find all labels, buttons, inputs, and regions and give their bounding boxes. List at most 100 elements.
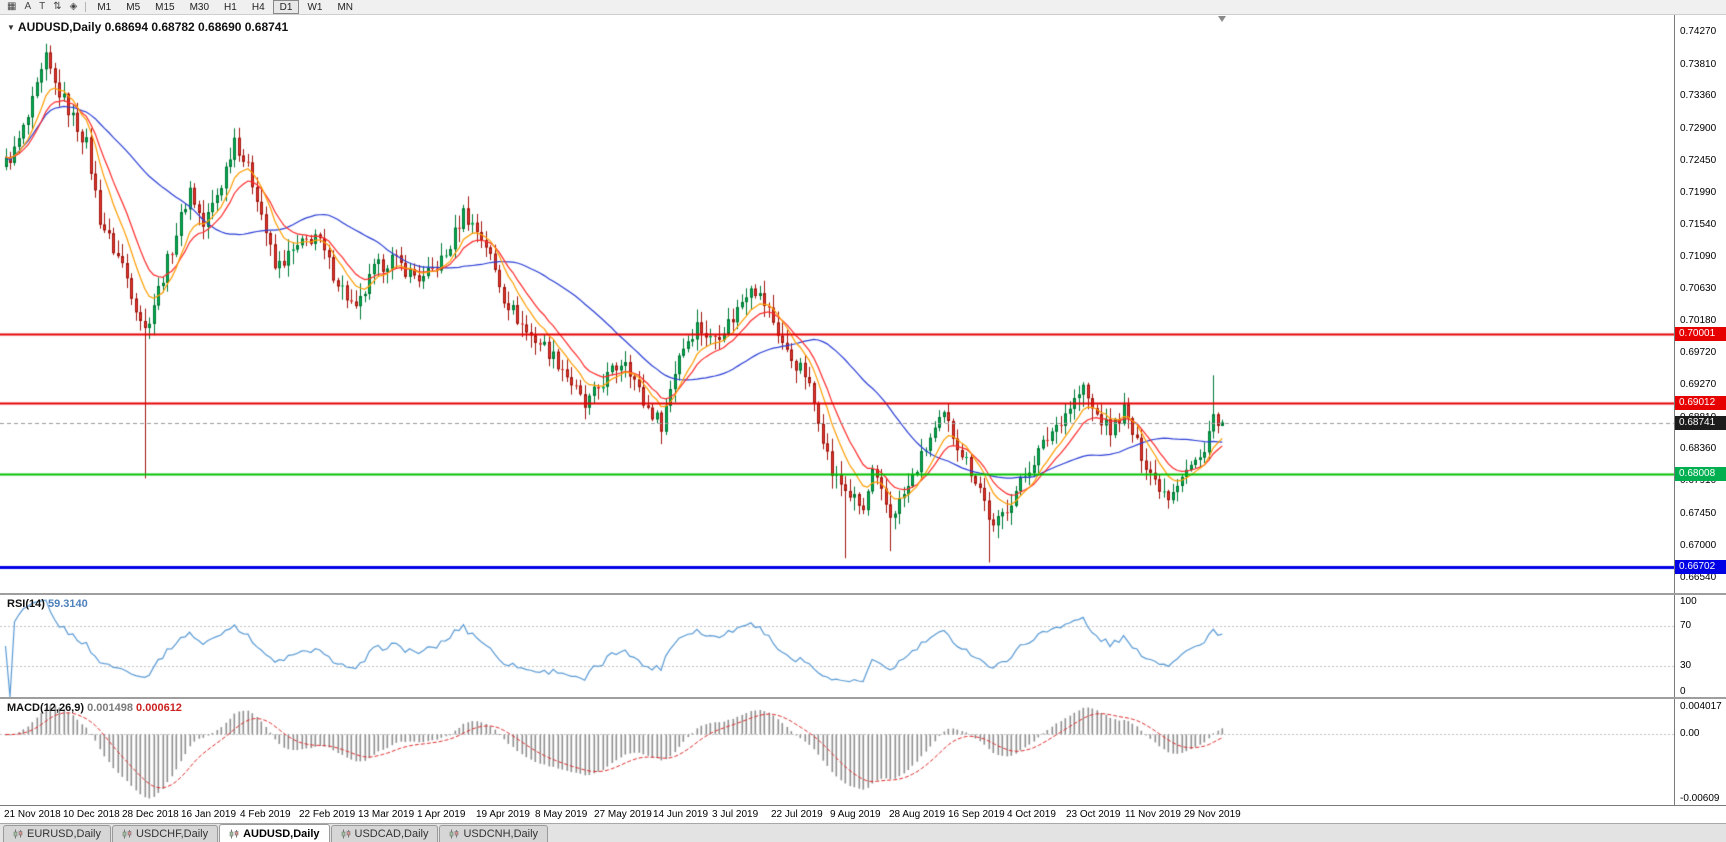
date-tick-label: 4 Oct 2019 — [1007, 809, 1056, 820]
date-tick-label: 22 Jul 2019 — [771, 809, 823, 820]
rsi-name: RSI(14) — [7, 598, 45, 610]
macd-subwindow[interactable] — [0, 699, 1674, 805]
axis-label: 0.004017 — [1680, 701, 1722, 712]
date-tick-label: 16 Jan 2019 — [181, 809, 237, 820]
date-tick-label: 23 Oct 2019 — [1066, 809, 1121, 820]
arrow-tool-button[interactable]: A — [24, 1, 32, 12]
timeframe-button-mn[interactable]: MN — [337, 2, 353, 13]
price-line-label: 0.68741 — [1675, 415, 1726, 430]
chart-tab-usdchf[interactable]: USDCHF,Daily — [111, 825, 219, 842]
tab-label: USDCNH,Daily — [463, 828, 539, 840]
axis-label: 0.70630 — [1680, 283, 1717, 295]
date-tick-label: 16 Sep 2019 — [948, 809, 1005, 820]
chart-ohlc-title: ▼ AUDUSD,Daily 0.68694 0.68782 0.68690 0.… — [7, 20, 288, 34]
date-tick-label: 1 Apr 2019 — [417, 809, 466, 820]
date-tick-label: 10 Dec 2018 — [63, 809, 120, 820]
tab-label: USDCAD,Daily — [354, 828, 429, 840]
drawing-tools-group: ▦ A T ⇅ ◈ — [3, 0, 81, 14]
timeframe-button-w1[interactable]: W1 — [307, 2, 323, 13]
price-line-label: 0.66702 — [1675, 559, 1726, 574]
chart-tab-eurusd[interactable]: EURUSD,Daily — [3, 825, 111, 842]
timeframe-button-m30[interactable]: M30 — [189, 2, 210, 13]
price-axis[interactable]: 0.74270 0.73810 0.73360 0.72900 0.72450 0.719… — [1674, 15, 1726, 805]
tab-chart-icon — [122, 829, 132, 839]
date-tick-label: 29 Nov 2019 — [1184, 809, 1241, 820]
date-tick-label: 28 Aug 2019 — [889, 809, 946, 820]
macd-indicator-label: MACD(12,26,9) 0.001498 0.000612 — [7, 702, 182, 714]
date-tick-label: 27 May 2019 — [594, 809, 652, 820]
date-tick-label: 19 Apr 2019 — [476, 809, 530, 820]
panel-splitter[interactable] — [0, 593, 1726, 595]
date-tick-label: 4 Feb 2019 — [240, 809, 291, 820]
text-tool-button[interactable]: T — [39, 1, 46, 12]
axis-label: 100 — [1680, 596, 1697, 607]
chart-grid-icon[interactable]: ▦ — [7, 1, 17, 12]
date-tick-label: 3 Jul 2019 — [712, 809, 759, 820]
axis-label: 0.72450 — [1680, 154, 1717, 166]
tab-label: AUDUSD,Daily — [243, 827, 320, 840]
price-line-label: 0.70001 — [1675, 326, 1726, 341]
date-tick-label: 13 Mar 2019 — [358, 809, 415, 820]
date-tick-label: 14 Jun 2019 — [653, 809, 709, 820]
timeframe-button-m1[interactable]: M1 — [97, 2, 112, 13]
chart-tab-usdcad[interactable]: USDCAD,Daily — [330, 825, 439, 842]
timeframe-button-m5[interactable]: M5 — [126, 2, 141, 13]
top-toolbar: ▦ A T ⇅ ◈ M1 M5 M15 M30 H1 H4 D1 W1 MN — [0, 0, 1726, 15]
chart-tab-usdcnh[interactable]: USDCNH,Daily — [439, 825, 549, 842]
axis-label: 0.71090 — [1680, 250, 1717, 262]
axis-label: 0.72900 — [1680, 122, 1717, 134]
axis-label: 0.00 — [1680, 728, 1700, 740]
macd-name: MACD(12,26,9) — [7, 702, 85, 714]
axis-label: 0.67450 — [1680, 507, 1717, 519]
tab-label: EURUSD,Daily — [27, 828, 101, 840]
axis-label: 0.71540 — [1680, 218, 1717, 230]
axis-label: 70 — [1680, 619, 1692, 631]
panel-splitter[interactable] — [0, 697, 1726, 699]
tab-label: USDCHF,Daily — [135, 828, 209, 840]
tab-chart-icon — [449, 829, 459, 839]
date-tick-label: 8 May 2019 — [535, 809, 588, 820]
timeframe-toolbar: M1 M5 M15 M30 H1 H4 D1 W1 MN — [90, 0, 361, 14]
date-tick-label: 22 Feb 2019 — [299, 809, 356, 820]
chart-tab-bar: EURUSD,Daily USDCHF,Daily AUDUSD,Daily USDC… — [0, 823, 1726, 842]
macd-main-value: 0.001498 — [87, 702, 133, 714]
chart-shift-marker — [1218, 16, 1226, 22]
axis-label: 0.71990 — [1680, 187, 1717, 199]
scale-updown-icon[interactable]: ⇅ — [53, 1, 62, 12]
rsi-value: 59.3140 — [47, 598, 88, 610]
symbol-period-label: AUDUSD,Daily — [17, 20, 102, 34]
axis-label: 0.70180 — [1680, 314, 1717, 326]
axis-label: 0.69720 — [1680, 347, 1717, 359]
date-tick-label: 21 Nov 2018 — [4, 809, 61, 820]
objects-tool-icon[interactable]: ◈ — [69, 1, 78, 12]
tab-chart-icon — [13, 829, 23, 839]
date-tick-label: 28 Dec 2018 — [122, 809, 179, 820]
price-line-label: 0.69012 — [1675, 396, 1726, 411]
tab-chart-icon — [229, 829, 239, 839]
axis-label: 30 — [1680, 660, 1692, 672]
date-tick-label: 11 Nov 2019 — [1125, 809, 1181, 820]
axis-label: 0.67000 — [1680, 539, 1717, 551]
rsi-subwindow[interactable] — [0, 595, 1674, 697]
axis-label: 0.74270 — [1680, 26, 1717, 38]
time-axis[interactable]: 21 Nov 2018 10 Dec 2018 28 Dec 2018 16 Jan … — [0, 805, 1726, 823]
axis-label: 0.69270 — [1680, 379, 1717, 391]
axis-label: 0.73810 — [1680, 58, 1717, 70]
axis-label: 0.66540 — [1680, 572, 1717, 584]
axis-label: 0 — [1680, 686, 1686, 697]
macd-signal-value: 0.000612 — [136, 702, 182, 714]
toolbar-separator — [85, 2, 87, 12]
main-price-chart[interactable] — [0, 15, 1674, 593]
timeframe-button-h1[interactable]: H1 — [224, 2, 237, 13]
symbol-dropdown-icon[interactable]: ▼ — [7, 23, 15, 32]
date-tick-label: 9 Aug 2019 — [830, 809, 881, 820]
axis-label: 0.73360 — [1680, 90, 1717, 102]
timeframe-button-m15[interactable]: M15 — [155, 2, 175, 13]
timeframe-button-d1[interactable]: D1 — [272, 0, 300, 14]
chart-tab-audusd[interactable]: AUDUSD,Daily — [219, 824, 330, 842]
axis-label: 0.68360 — [1680, 443, 1717, 455]
rsi-indicator-label: RSI(14) 59.3140 — [7, 598, 88, 610]
timeframe-button-h4[interactable]: H4 — [251, 2, 265, 13]
tab-chart-icon — [341, 829, 351, 839]
